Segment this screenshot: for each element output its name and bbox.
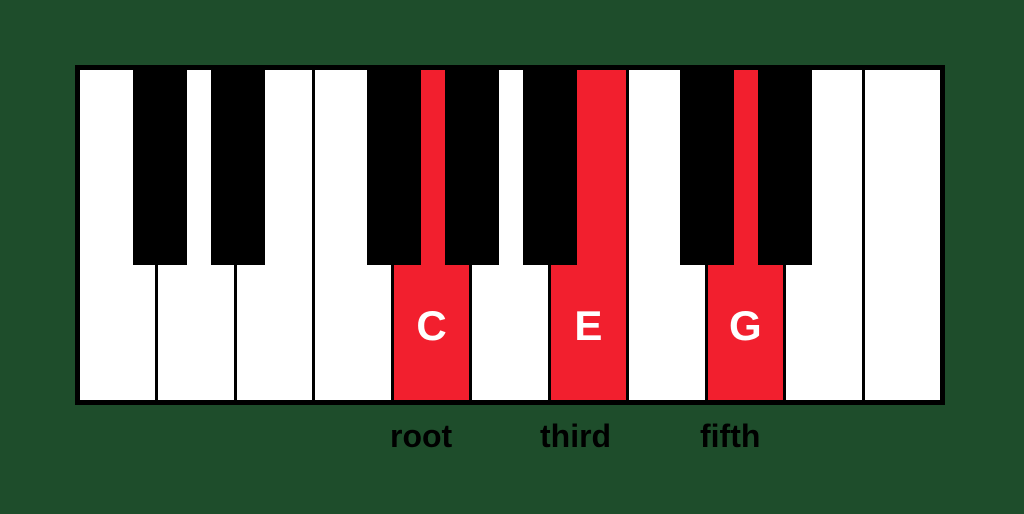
white-key-3 <box>315 70 393 400</box>
interval-label-fifth: fifth <box>700 418 760 455</box>
note-label-c: C <box>416 302 446 350</box>
note-label-e: E <box>574 302 602 350</box>
white-key-1 <box>158 70 236 400</box>
piano-keyboard: C E G <box>75 65 945 405</box>
white-key-7 <box>629 70 707 400</box>
note-label-g: G <box>729 302 762 350</box>
white-key-9 <box>786 70 864 400</box>
white-key-4-c: C <box>394 70 472 400</box>
white-key-2 <box>237 70 315 400</box>
white-key-10 <box>865 70 940 400</box>
white-key-0 <box>80 70 158 400</box>
white-key-6-e: E <box>551 70 629 400</box>
white-key-8-g: G <box>708 70 786 400</box>
white-key-5 <box>472 70 550 400</box>
interval-label-root: root <box>390 418 452 455</box>
white-keys-row: C E G <box>80 70 940 400</box>
interval-label-third: third <box>540 418 611 455</box>
